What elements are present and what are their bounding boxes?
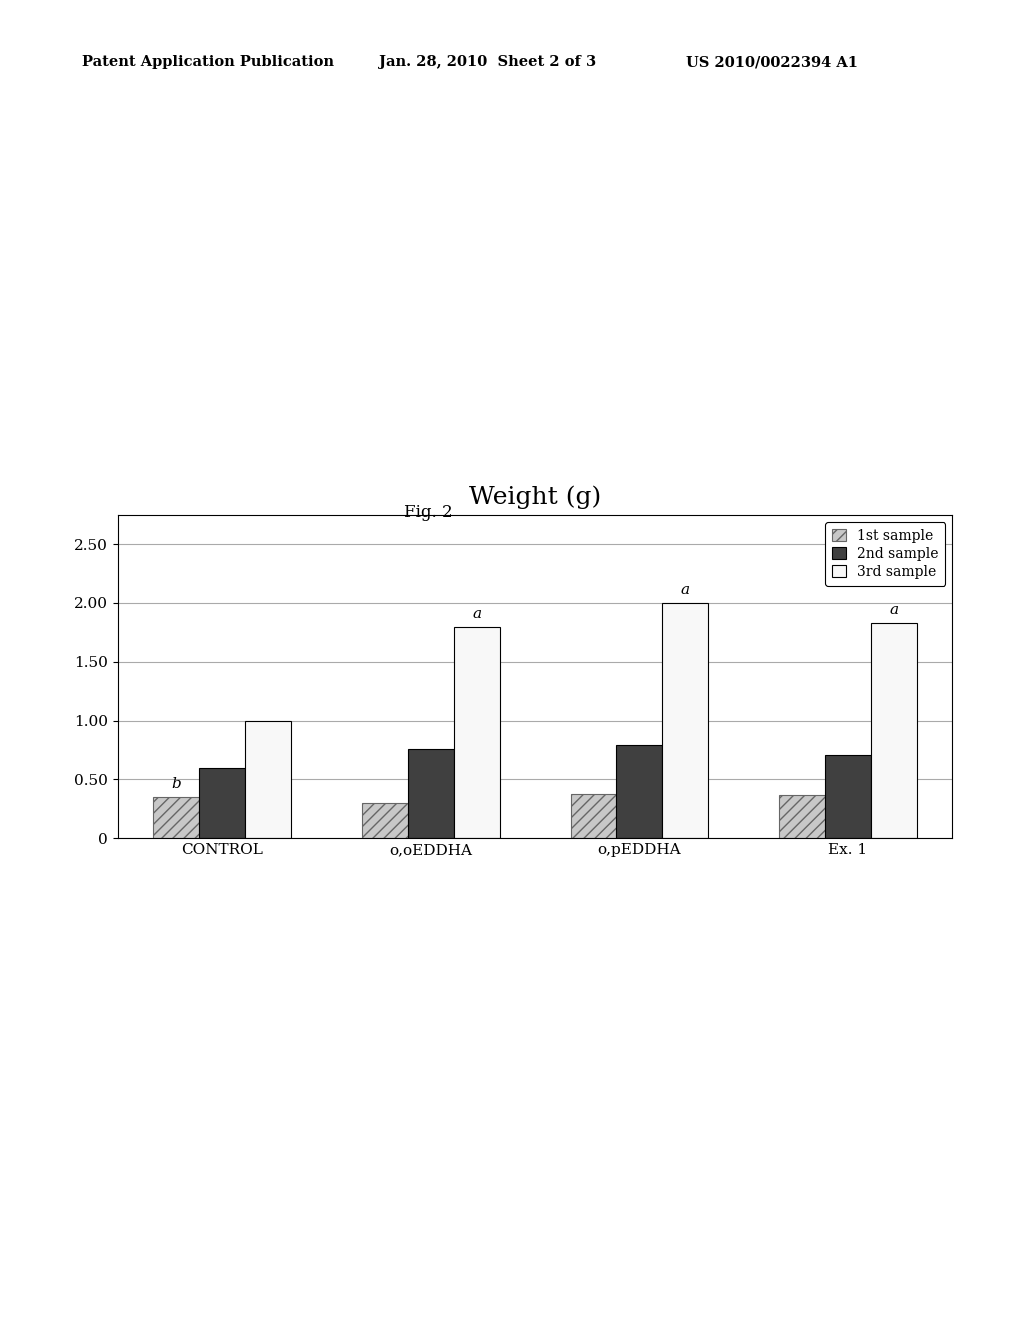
Bar — [454, 627, 500, 838]
Bar — [408, 748, 454, 838]
Text: Fig. 2: Fig. 2 — [404, 504, 453, 521]
Text: US 2010/0022394 A1: US 2010/0022394 A1 — [686, 55, 858, 70]
Title: Weight (g): Weight (g) — [469, 486, 601, 508]
Bar — [199, 768, 245, 838]
Bar — [825, 755, 871, 838]
Bar — [779, 795, 825, 838]
Text: a: a — [889, 603, 898, 618]
Bar — [616, 746, 663, 838]
Text: b: b — [171, 777, 181, 791]
Text: a: a — [681, 583, 690, 597]
Bar — [245, 721, 291, 838]
Bar — [570, 793, 616, 838]
Bar — [663, 603, 709, 838]
Text: Patent Application Publication: Patent Application Publication — [82, 55, 334, 70]
Legend: 1st sample, 2nd sample, 3rd sample: 1st sample, 2nd sample, 3rd sample — [825, 521, 945, 586]
Bar — [871, 623, 916, 838]
Text: a: a — [472, 607, 481, 620]
Bar — [361, 803, 408, 838]
Bar — [154, 797, 199, 838]
Text: Jan. 28, 2010  Sheet 2 of 3: Jan. 28, 2010 Sheet 2 of 3 — [379, 55, 596, 70]
